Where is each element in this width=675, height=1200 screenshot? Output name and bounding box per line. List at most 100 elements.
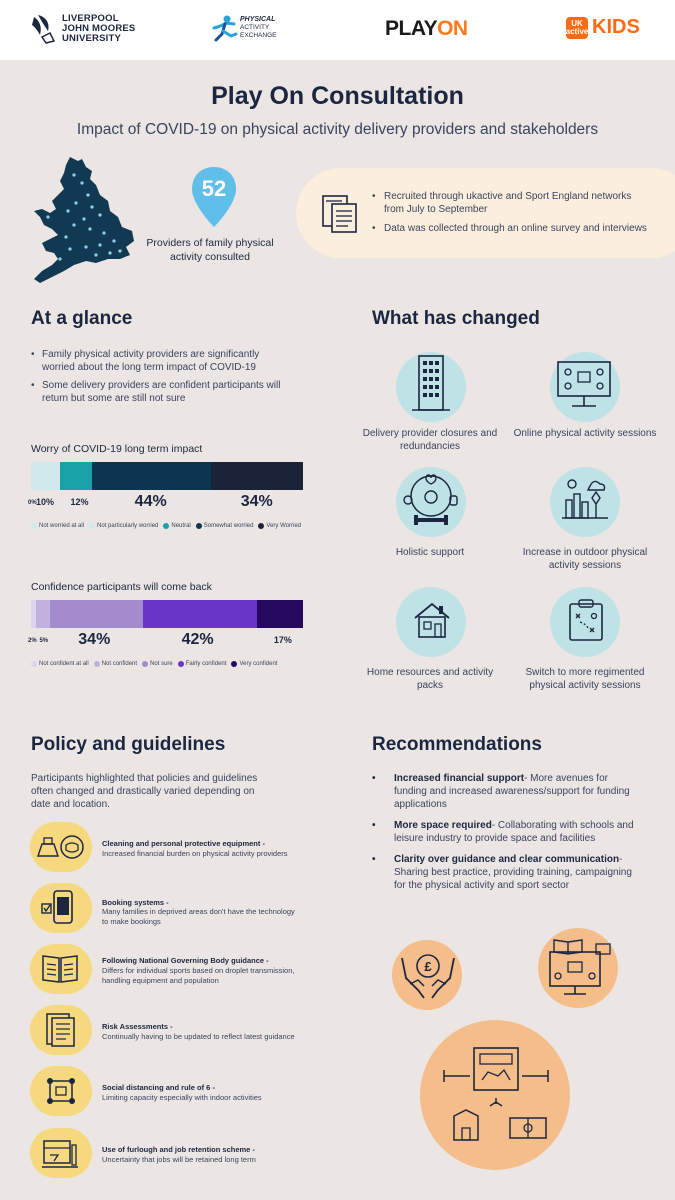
stacked-bar (31, 600, 303, 628)
recommendations-title: Recommendations (372, 734, 542, 755)
furlough-icon (42, 1140, 78, 1168)
legend-item: Not confident at all (31, 661, 89, 667)
clipboard-plan-icon (569, 599, 603, 641)
schools-leisure-icon (443, 1047, 549, 1141)
ukactive-badge: UK active (566, 16, 588, 39)
bar-segment (50, 600, 143, 628)
policy-item-desc: Increased financial burden on physical a… (102, 849, 288, 858)
house-icon (414, 602, 450, 638)
pae-line-2: ACTIVITY (240, 24, 270, 31)
bar-segment (211, 462, 303, 490)
confidence-chart-title: Confidence participants will come back (31, 581, 212, 593)
ljmu-line-1: LIVERPOOL (62, 13, 119, 24)
bar-segment-label: 34% (78, 631, 111, 648)
legend-item: Very confident (231, 661, 277, 667)
bar-segment-label: 17% (273, 635, 292, 645)
policy-item-title: Use of furlough and job retention scheme… (102, 1145, 255, 1154)
glance-title: At a glance (31, 308, 133, 329)
recommendation-bold: More space required (394, 820, 492, 831)
legend-label: Somewhat worried (203, 523, 254, 529)
ukactive-kids-logo[interactable]: UK active KIDS (566, 16, 640, 39)
wellbeing-icon (403, 474, 458, 525)
glance-bullets: Family physical activity providers are s… (31, 348, 281, 410)
legend-swatch (195, 523, 202, 529)
legend-swatch (93, 661, 100, 667)
building-icon (412, 355, 450, 411)
recruitment-item: Data was collected through an online sur… (372, 222, 652, 235)
bar-segment (31, 462, 33, 490)
legend-swatch (31, 661, 37, 667)
ljmu-logo[interactable]: LIVERPOOL JOHN MOORES UNIVERSITY (30, 13, 135, 45)
bar-segment (92, 462, 212, 490)
legend-swatch (89, 523, 96, 529)
ljmu-line-3: UNIVERSITY (62, 33, 122, 44)
recommendation-bold: Increased financial support (394, 773, 525, 784)
change-circle-6 (550, 587, 620, 657)
svg-text:£: £ (424, 959, 432, 974)
legend-item: Neutral (163, 523, 191, 529)
bar-segment-label: 42% (181, 631, 214, 648)
playon-play: PLAY (385, 17, 438, 40)
change-circle-2 (550, 352, 620, 422)
change-label: Holistic support (395, 547, 465, 558)
header: LIVERPOOL JOHN MOORES UNIVERSITY PHYSICA… (0, 0, 675, 60)
bar-segment (31, 600, 37, 628)
recommendation-text: - Collaborating with schools and leisure… (394, 820, 634, 844)
legend-swatch (163, 523, 170, 529)
change-label: Delivery provider closures and redundanc… (362, 428, 498, 452)
legend-item: Not worried at all (31, 523, 84, 529)
policy-item-desc: Limiting capacity especially with indoor… (102, 1093, 262, 1102)
policy-circle (30, 1128, 92, 1178)
policy-item-desc: Many families in deprived areas don't ha… (102, 907, 295, 926)
providers-count: 52 (201, 176, 227, 201)
pae-line-3: EXCHANGE (240, 32, 277, 39)
legend-swatch (177, 661, 184, 667)
bar-segment (32, 462, 60, 490)
policy-item-title: Risk Assessments - (102, 1022, 173, 1031)
glance-bullet: Some delivery providers are confident pa… (31, 379, 281, 405)
legend-label: Not particularly worried (97, 523, 159, 529)
legend-label: Very Worried (266, 523, 301, 529)
playon-logo[interactable]: PLAYON (385, 17, 468, 41)
legend-item: Not sure (142, 661, 173, 667)
money-hands-icon: £ (401, 954, 455, 999)
distancing-icon (47, 1078, 75, 1104)
form-document-icon (322, 195, 357, 233)
legend-swatch (258, 523, 265, 529)
pae-line-1: PHYSICAL (240, 16, 276, 23)
change-circle-3 (396, 467, 466, 537)
legend-swatch (31, 523, 37, 529)
online-training-icon (549, 939, 611, 995)
space-circle (420, 1020, 570, 1170)
policy-item-desc: Continually having to be updated to refl… (102, 1032, 295, 1041)
bar-segment-label: 34% (240, 493, 273, 510)
outdoor-city-icon (562, 479, 608, 519)
glance-bullet: Family physical activity providers are s… (31, 348, 281, 374)
legend-item: Not particularly worried (89, 523, 158, 529)
bar-segment (142, 600, 257, 628)
risk-document-icon (46, 1013, 75, 1047)
recommendation-item: Increased financial support- More avenue… (372, 772, 642, 811)
page-subtitle: Impact of COVID-19 on physical activity … (76, 121, 599, 138)
recruitment-item: Recruited through ukactive and Sport Eng… (372, 190, 652, 216)
pae-logo[interactable]: PHYSICAL ACTIVITY EXCHANGE (212, 14, 276, 42)
bar-segment-label: 44% (134, 493, 167, 510)
policy-item-desc: Differs for individual sports based on d… (102, 966, 295, 985)
change-label: Home resources and activity packs (366, 667, 494, 691)
bar-segment (59, 462, 93, 490)
legend-label: Not sure (150, 661, 173, 667)
bar-segment-label: 5% (39, 638, 49, 644)
change-label: Online physical activity sessions (513, 428, 657, 439)
change-label: Increase in outdoor physical activity se… (522, 547, 648, 571)
legend-label: Not confident at all (39, 661, 89, 667)
policy-title: Policy and guidelines (31, 734, 226, 755)
page-title: Play On Consultation (211, 82, 464, 110)
recommendation-text: - Sharing best practice, providing train… (394, 854, 632, 891)
kids-wordmark: KIDS (592, 16, 640, 38)
legend-label: Very confident (239, 661, 278, 667)
running-figure-icon (212, 15, 238, 42)
providers-label: Providers of family physical activity co… (146, 237, 274, 263)
legend-label: Fairly confident (185, 661, 227, 667)
chart-legend: Not confident at all Not confident Not sur… (31, 661, 282, 667)
england-map-icon (34, 157, 134, 283)
